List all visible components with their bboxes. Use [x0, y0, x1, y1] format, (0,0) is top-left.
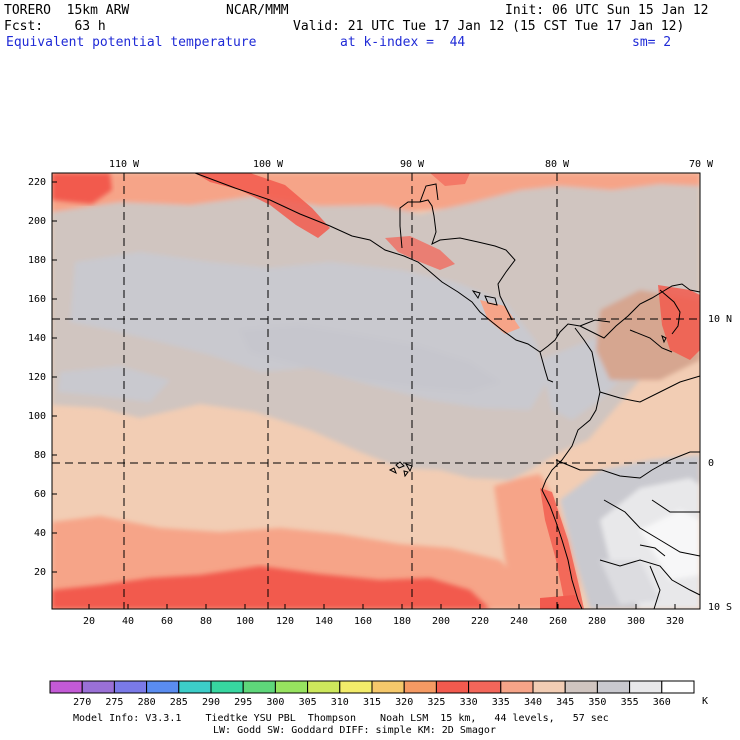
colorbar-label: 305: [299, 697, 317, 708]
colorbar-swatch: [564, 680, 598, 694]
colorbar-swatch: [596, 680, 631, 694]
colorbar-label: 290: [202, 697, 220, 708]
y-tick-label: 80: [34, 450, 46, 461]
y-tick-label: 140: [28, 333, 46, 344]
x-tick-label: 180: [393, 616, 411, 627]
physics-info: LW: Godd SW: Goddard DIFF: simple KM: 2D…: [213, 725, 496, 736]
colorbar-label: 340: [524, 697, 542, 708]
x-tick-label: 160: [354, 616, 372, 627]
colorbar-label: 270: [73, 697, 91, 708]
y-tick-label: 40: [34, 528, 46, 539]
init-time: Init: 06 UTC Sun 15 Jan 12: [505, 3, 709, 18]
colorbar-label: 320: [395, 697, 413, 708]
x-tick-label: 200: [432, 616, 450, 627]
y-tick-label: 120: [28, 372, 46, 383]
colorbar-swatch: [500, 680, 534, 694]
colorbar-swatch: [532, 680, 566, 694]
colorbar-swatch: [435, 680, 470, 694]
lon-label-70w: 70 W: [689, 159, 714, 170]
axis-ticks: [52, 181, 676, 609]
x-tick-label: 80: [200, 616, 212, 627]
colorbar-swatch: [210, 680, 244, 694]
x-tick-label: 260: [549, 616, 567, 627]
x-tick-label: 100: [236, 616, 254, 627]
colorbar-label: 275: [105, 697, 123, 708]
x-tick-label: 300: [627, 616, 645, 627]
field-name: Equivalent potential temperature: [6, 35, 257, 50]
colorbar-swatch: [403, 680, 437, 694]
y-tick-label: 20: [34, 567, 46, 578]
lon-label-110w: 110 W: [109, 159, 140, 170]
y-tick-label: 160: [28, 294, 46, 305]
colorbar-label: 325: [427, 697, 445, 708]
lat-label-10n: 10 N: [708, 314, 732, 325]
colorbar-label: 350: [588, 697, 606, 708]
y-tick-label: 200: [28, 216, 46, 227]
colorbar-swatch: [307, 680, 341, 694]
colorbar-label: 315: [363, 697, 381, 708]
colorbar-swatch: [339, 680, 373, 694]
colorbar-swatch: [661, 680, 695, 694]
colorbar-label: 300: [266, 697, 284, 708]
colorbar-label: 285: [170, 697, 188, 708]
model-info: Model Info: V3.3.1 Tiedtke YSU PBL Thomp…: [73, 713, 609, 724]
colorbar-swatch: [81, 680, 115, 694]
lat-label-0: 0: [708, 458, 714, 469]
lon-label-100w: 100 W: [253, 159, 284, 170]
colorbar-swatch: [113, 680, 148, 694]
x-tick-label: 120: [276, 616, 294, 627]
lon-label-80w: 80 W: [545, 159, 570, 170]
colorbar-swatch: [371, 680, 405, 694]
lat-lon-grid: [52, 173, 700, 609]
x-tick-label: 60: [161, 616, 173, 627]
y-tick-label: 60: [34, 489, 46, 500]
y-tick-label: 100: [28, 411, 46, 422]
x-tick-label: 140: [315, 616, 333, 627]
x-tick-label: 20: [83, 616, 95, 627]
colorbar-label: 355: [621, 697, 639, 708]
smoothing-info: sm= 2: [632, 35, 672, 50]
organization: NCAR/MMM: [226, 3, 289, 18]
colorbar-unit: K: [702, 696, 708, 707]
x-tick-label: 280: [588, 616, 606, 627]
coastlines: [194, 172, 701, 610]
x-tick-label: 320: [666, 616, 684, 627]
x-tick-label: 40: [122, 616, 134, 627]
colorbar-swatch: [49, 680, 83, 694]
forecast-hour: Fcst: 63 h: [4, 19, 106, 34]
colorbar-label: 310: [331, 697, 349, 708]
y-tick-label: 180: [28, 255, 46, 266]
level-info: at k-index = 44: [340, 35, 466, 50]
colorbar-swatch: [468, 680, 502, 694]
lon-label-90w: 90 W: [400, 159, 425, 170]
lat-label-10s: 10 S: [708, 602, 732, 613]
colorbar: [49, 680, 695, 694]
colorbar-label: 360: [653, 697, 671, 708]
colorbar-label: 345: [556, 697, 574, 708]
colorbar-swatch: [274, 680, 309, 694]
y-tick-label: 220: [28, 177, 46, 188]
colorbar-label: 330: [460, 697, 478, 708]
colorbar-swatch: [178, 680, 212, 694]
x-tick-label: 240: [510, 616, 528, 627]
colorbar-swatch: [146, 680, 180, 694]
x-tick-label: 220: [471, 616, 489, 627]
map-frame: [51, 172, 701, 610]
colorbar-label: 280: [138, 697, 156, 708]
colorbar-swatch: [629, 680, 663, 694]
colorbar-swatch: [242, 680, 276, 694]
valid-time: Valid: 21 UTC Tue 17 Jan 12 (15 CST Tue …: [293, 19, 685, 34]
colorbar-labels: 270 275 280 285 290 295 300 305 310 315 320 325 330 3…: [73, 697, 671, 708]
colorbar-label: 295: [234, 697, 252, 708]
colorbar-label: 335: [492, 697, 510, 708]
model-name: TORERO 15km ARW: [4, 3, 130, 18]
theta-e-field: [52, 173, 700, 609]
